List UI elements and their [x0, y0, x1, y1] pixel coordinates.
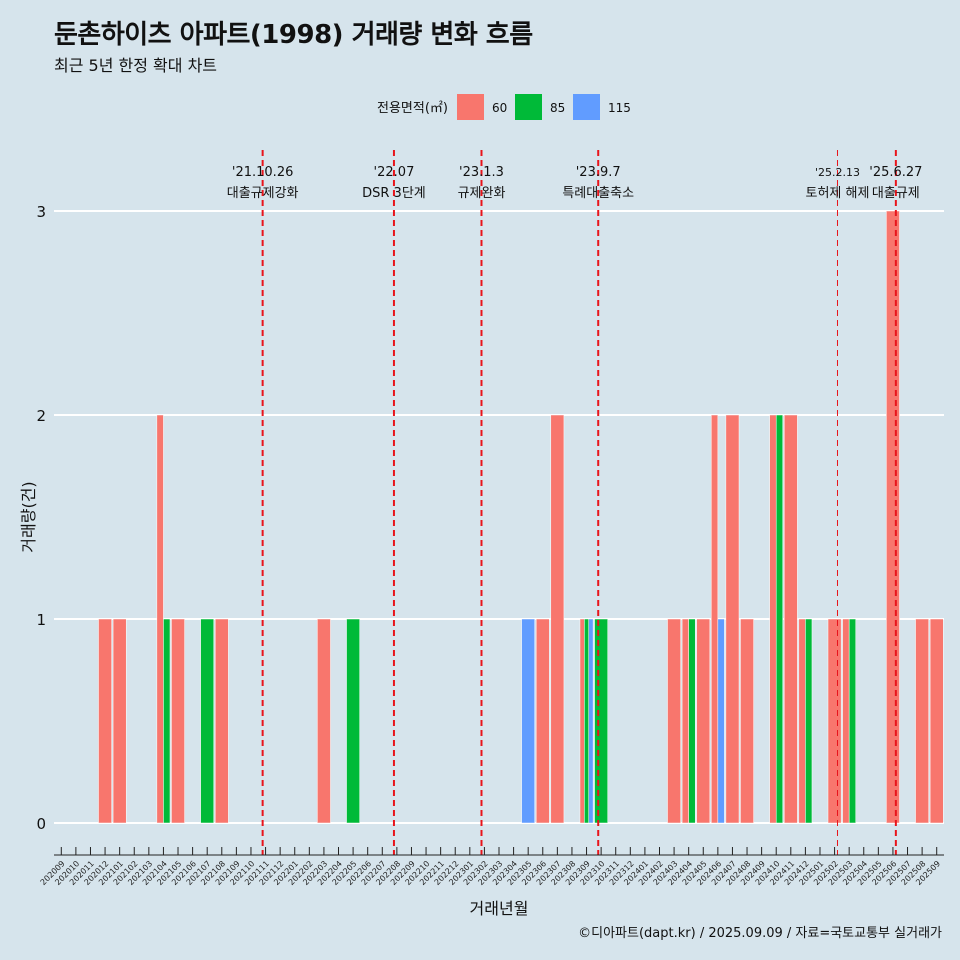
bar-60-202403: [667, 618, 681, 824]
bar-60-202503: [842, 618, 850, 824]
y-tick-label: 0: [36, 815, 46, 833]
event-label-2: 규제완화: [458, 186, 506, 201]
legend-label-115: 115: [608, 101, 631, 115]
legend-title: 전용면적(㎡): [377, 101, 448, 116]
legend-label-85: 85: [550, 101, 565, 115]
bar-115-202305: [521, 618, 535, 824]
bar-60-202502: [827, 618, 842, 824]
y-tick-label: 1: [36, 611, 46, 629]
event-label-4: 토허제 해제: [806, 186, 870, 201]
event-date-5: '25.6.27: [869, 165, 922, 180]
bar-60-202012: [98, 618, 112, 824]
y-tick-label: 2: [36, 407, 46, 425]
bar-60-202405: [696, 618, 711, 824]
event-date-1: '22.07: [374, 165, 415, 180]
bar-60-202411: [783, 414, 798, 824]
x-axis-title: 거래년월: [470, 899, 529, 918]
bar-60-202307: [550, 414, 565, 824]
bar-85-202412: [805, 618, 813, 824]
y-tick-label: 3: [36, 203, 46, 221]
bar-85-202107: [200, 618, 215, 824]
bar-85-202503: [848, 618, 856, 824]
bar-60-202406: [711, 414, 719, 824]
source-caption: ©디아파트(dapt.kr) / 2025.09.09 / 자료=국토교통부 실…: [578, 926, 942, 941]
bar-85-202104: [163, 618, 171, 824]
event-date-0: '21.10.26: [232, 165, 293, 180]
bar-60-202309: [579, 618, 585, 824]
legend-swatch-85: [515, 94, 542, 120]
chart-title: 둔촌하이츠 아파트(1998) 거래량 변화 흐름: [54, 20, 533, 50]
bar-60-202506: [886, 210, 900, 824]
event-label-1: DSR 3단계: [362, 186, 426, 201]
bar-60-202306: [535, 618, 550, 824]
bar-60-202108: [214, 618, 229, 824]
event-date-4: '25.2.13: [815, 166, 860, 179]
event-label-5: 대출규제: [872, 186, 920, 201]
chart-subtitle: 최근 5년 한정 확대 차트: [54, 56, 218, 75]
legend-swatch-60: [457, 94, 484, 120]
bar-60-202410: [769, 414, 777, 824]
bar-60-202101: [112, 618, 127, 824]
event-markers: '21.10.26 대출규제강화 '22.07 DSR 3단계 '23.1.3 규제완화 '…: [227, 150, 922, 855]
y-axis-title: 거래량(건): [19, 481, 38, 552]
event-label-3: 특례대출축소: [562, 186, 634, 201]
event-label-0: 대출규제강화: [227, 186, 299, 201]
bar-60-202508: [915, 618, 929, 824]
bar-60-202203: [317, 618, 331, 824]
bar-60-202407: [725, 414, 740, 824]
bar-85-202310: [594, 618, 608, 824]
bar-60-202509: [929, 618, 944, 824]
bar-115-202309: [588, 618, 594, 824]
bar-60-202412: [798, 618, 806, 824]
bar-60-202105: [171, 618, 185, 824]
bar-60-202404: [681, 618, 689, 824]
bar-60-202408: [740, 618, 754, 824]
bars: [98, 210, 944, 824]
bar-115-202406: [717, 618, 725, 824]
bar-85-202410: [775, 414, 784, 824]
bar-85-202404: [688, 618, 696, 824]
legend-swatch-115: [573, 94, 600, 120]
bar-60-202104: [156, 414, 164, 824]
event-date-2: '23.1.3: [459, 165, 504, 180]
legend: 전용면적(㎡) 60 85 115: [377, 94, 631, 120]
bar-85-202205: [346, 618, 360, 824]
event-date-3: '23.9.7: [576, 165, 621, 180]
bar-85-202309: [584, 618, 589, 824]
legend-label-60: 60: [492, 101, 507, 115]
